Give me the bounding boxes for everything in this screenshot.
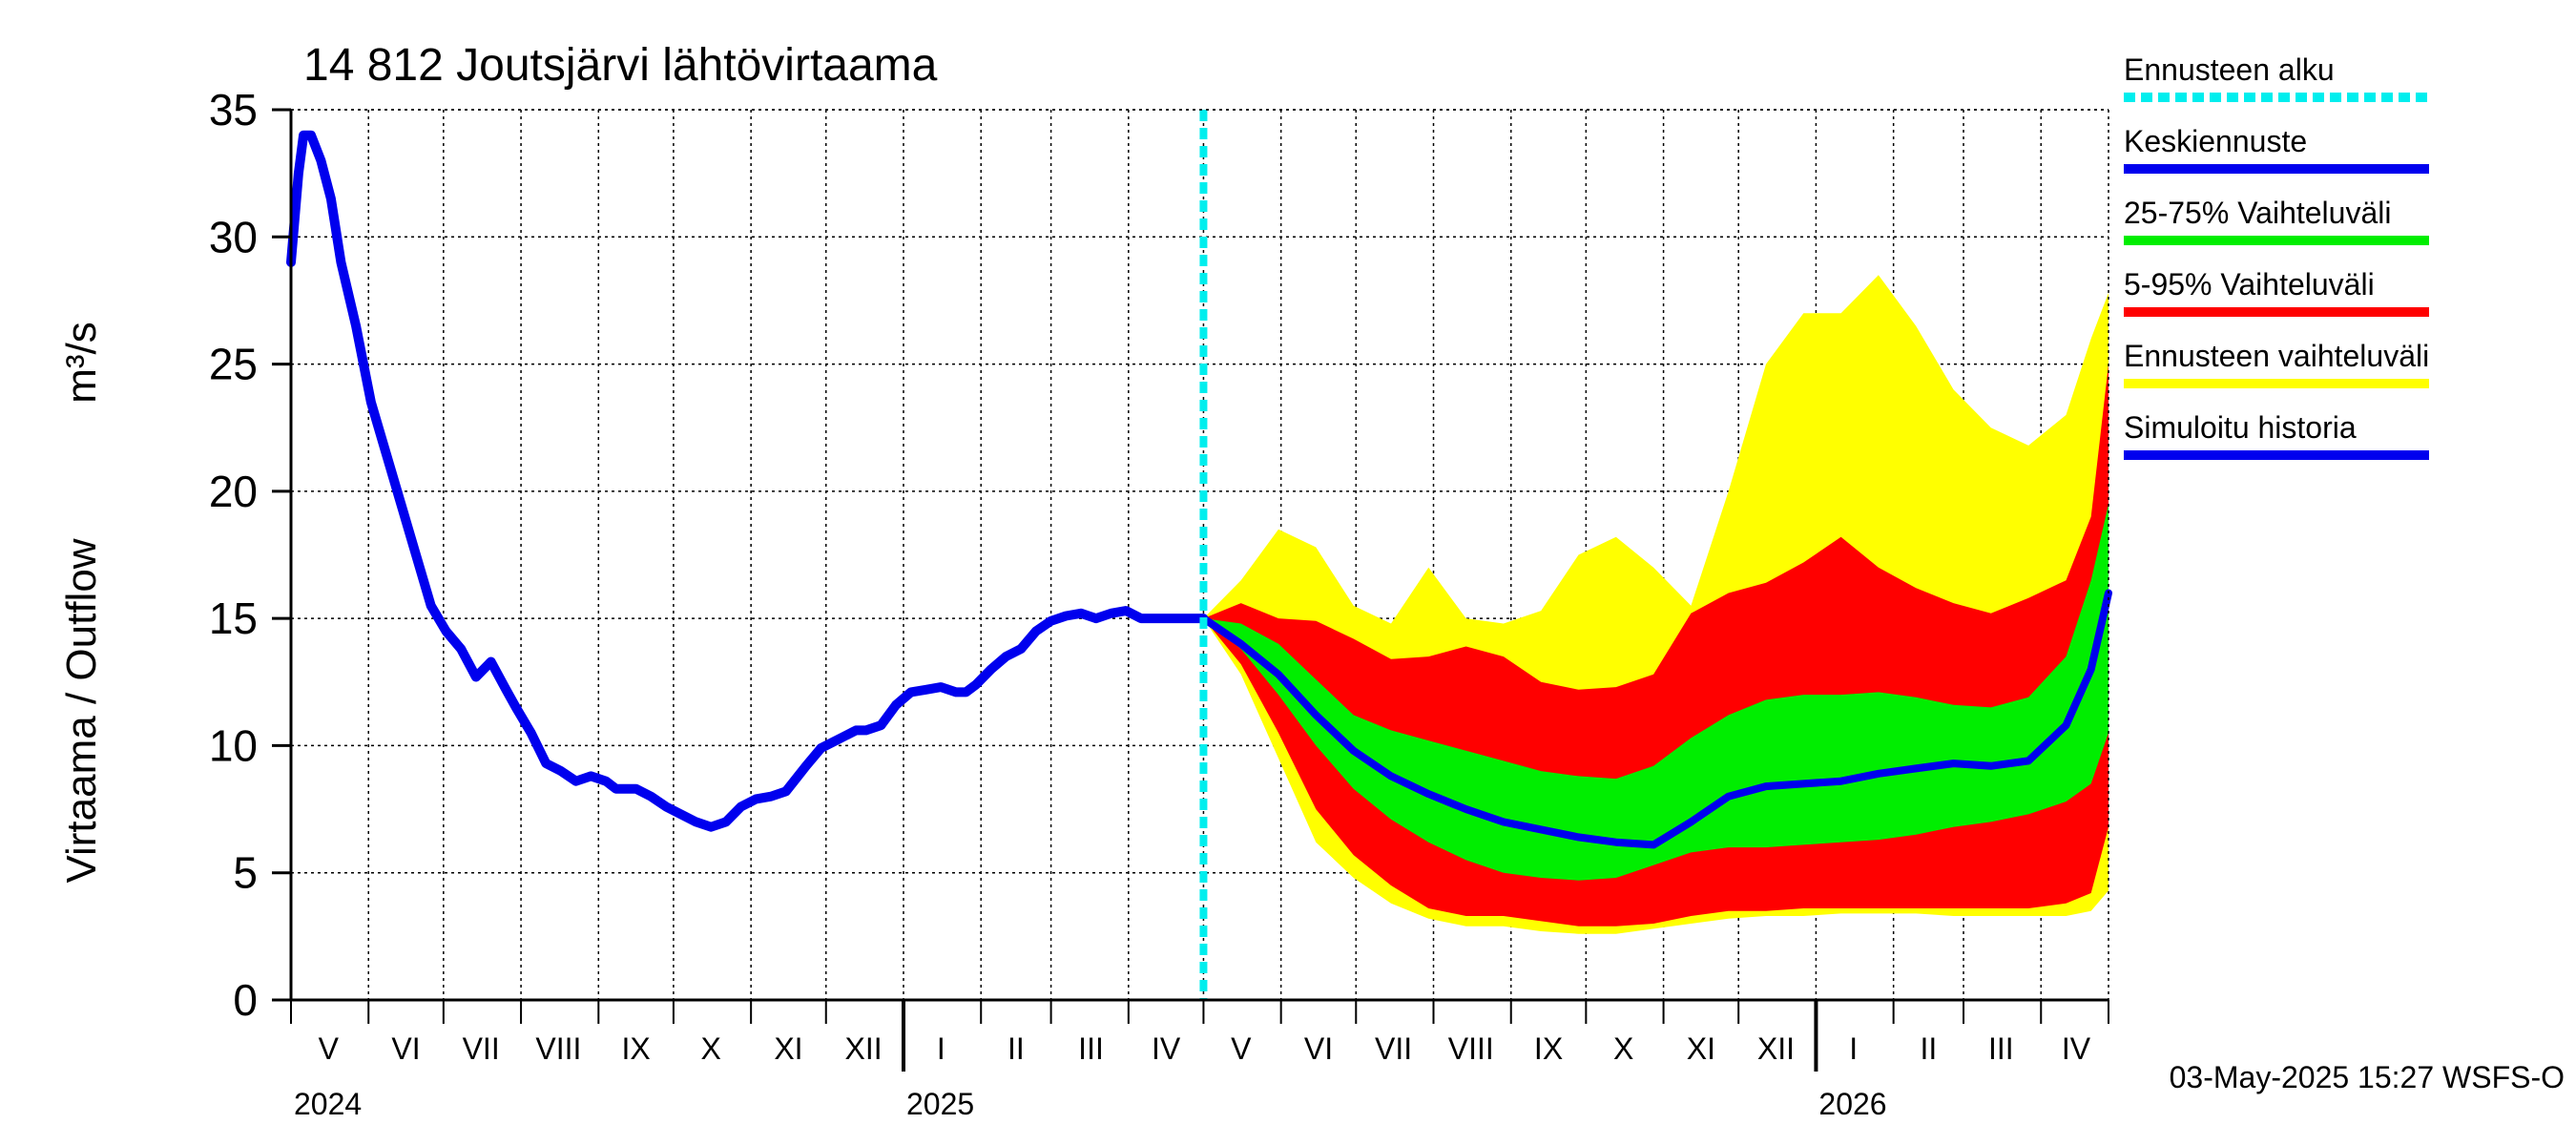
band-25-75-vaihteluv-li bbox=[1203, 504, 2109, 881]
chart-title: 14 812 Joutsjärvi lähtövirtaama bbox=[303, 40, 938, 91]
month-label: VII bbox=[1375, 1031, 1412, 1066]
legend-label: 25-75% Vaihteluväli bbox=[2124, 196, 2391, 230]
y-tick-label: 5 bbox=[233, 848, 258, 898]
median-forecast-line bbox=[1199, 589, 2112, 849]
month-label: III bbox=[1988, 1031, 2014, 1066]
month-label: V bbox=[1231, 1031, 1252, 1066]
month-label: IV bbox=[1152, 1031, 1181, 1066]
y-tick-label: 30 bbox=[209, 212, 258, 261]
y-tick-label: 0 bbox=[233, 975, 258, 1025]
legend-label: Keskiennuste bbox=[2124, 124, 2307, 158]
legend-label: Ennusteen vaihteluväli bbox=[2124, 339, 2429, 373]
month-label: II bbox=[1920, 1031, 1937, 1066]
y-axis-label: Virtaama / Outflow bbox=[58, 538, 105, 883]
y-axis-unit: m³/s bbox=[58, 322, 105, 404]
legend-label: Ennusteen alku bbox=[2124, 52, 2335, 87]
month-label: VII bbox=[463, 1031, 500, 1066]
month-label: XI bbox=[774, 1031, 802, 1066]
month-label: XI bbox=[1687, 1031, 1715, 1066]
legend-label: Simuloitu historia bbox=[2124, 410, 2357, 445]
year-label: 2025 bbox=[906, 1087, 974, 1121]
y-tick-label: 35 bbox=[209, 85, 258, 135]
month-label: X bbox=[1613, 1031, 1633, 1066]
y-tick-label: 25 bbox=[209, 340, 258, 389]
y-tick-label: 20 bbox=[209, 467, 258, 516]
month-label: II bbox=[1008, 1031, 1025, 1066]
month-label: IV bbox=[2062, 1031, 2091, 1066]
month-label: I bbox=[1849, 1031, 1858, 1066]
month-label: V bbox=[319, 1031, 340, 1066]
bands-layer bbox=[1203, 275, 2109, 934]
month-label: VI bbox=[1304, 1031, 1333, 1066]
month-label: XII bbox=[1757, 1031, 1795, 1066]
legend-label: 5-95% Vaihteluväli bbox=[2124, 267, 2375, 302]
year-label: 2026 bbox=[1818, 1087, 1886, 1121]
month-label: VIII bbox=[535, 1031, 581, 1066]
legend: Ennusteen alku Keskiennuste 25-75% Vaihtel… bbox=[2124, 52, 2429, 460]
month-label: VI bbox=[391, 1031, 420, 1066]
month-label: I bbox=[937, 1031, 945, 1066]
history-line bbox=[286, 130, 1209, 832]
month-label: XII bbox=[844, 1031, 882, 1066]
year-label: 2024 bbox=[294, 1087, 362, 1121]
month-label: III bbox=[1078, 1031, 1104, 1066]
month-label: IX bbox=[1534, 1031, 1563, 1066]
y-tick-label: 10 bbox=[209, 720, 258, 770]
month-label: VIII bbox=[1448, 1031, 1494, 1066]
footer-timestamp: 03-May-2025 15:27 WSFS-O bbox=[2170, 1060, 2565, 1094]
month-label: X bbox=[701, 1031, 721, 1066]
lines-layer bbox=[286, 110, 2112, 1000]
y-tick-label: 15 bbox=[209, 593, 258, 643]
month-label: IX bbox=[621, 1031, 650, 1066]
